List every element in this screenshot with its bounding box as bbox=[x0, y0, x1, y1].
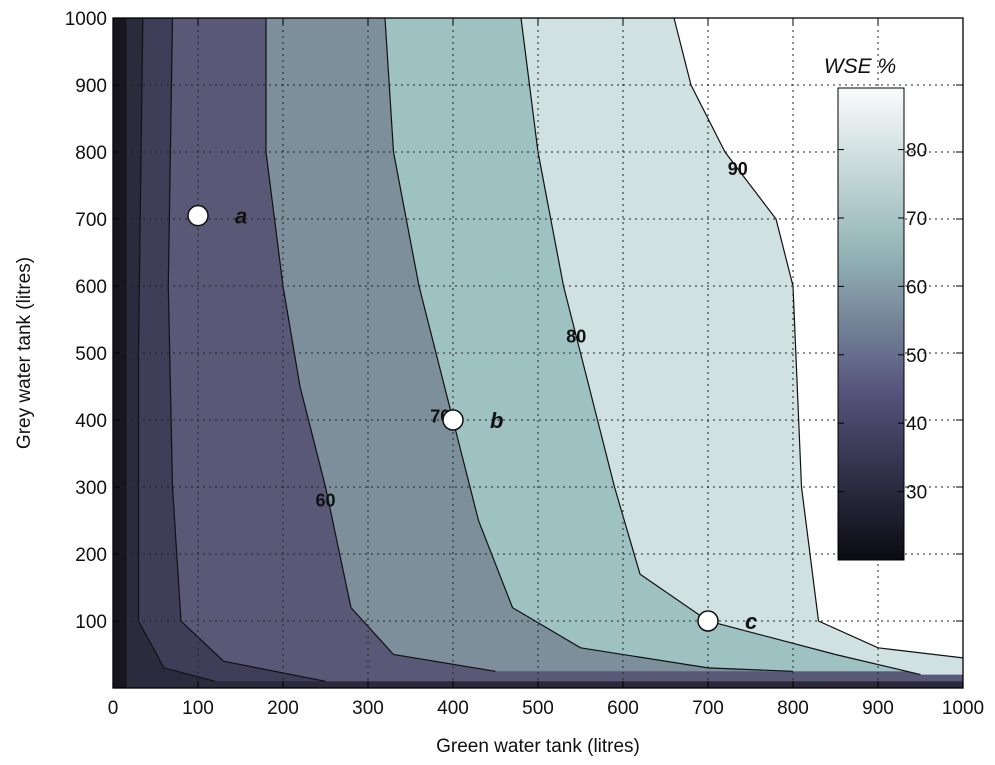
contour-label: 90 bbox=[728, 159, 748, 179]
x-tick-label: 700 bbox=[692, 698, 724, 719]
y-tick-label: 500 bbox=[75, 344, 107, 365]
grid bbox=[113, 18, 963, 688]
y-axis-ticks: 100 200 300 400 500 600 700 800 900 1000 bbox=[65, 9, 963, 633]
y-tick-label: 900 bbox=[75, 76, 107, 97]
contour-line bbox=[167, 18, 326, 682]
colorbar-ticks: 30 40 50 60 70 80 bbox=[838, 141, 927, 504]
x-axis-label: Green water tank (litres) bbox=[436, 736, 640, 757]
x-tick-label: 900 bbox=[862, 698, 894, 719]
contour-line bbox=[384, 18, 794, 672]
scenario-point-label: c bbox=[745, 609, 757, 634]
colorbar-tick-label: 40 bbox=[906, 414, 927, 435]
colorbar-title: WSE % bbox=[824, 55, 896, 78]
colorbar: WSE % 30 40 50 60 70 80 bbox=[824, 55, 927, 561]
colorbar-tick-label: 50 bbox=[906, 346, 927, 367]
x-tick-label: 100 bbox=[182, 698, 214, 719]
colorbar-tick-label: 60 bbox=[906, 277, 927, 298]
y-tick-label: 100 bbox=[75, 612, 107, 633]
y-tick-label: 200 bbox=[75, 545, 107, 566]
y-tick-label: 400 bbox=[75, 411, 107, 432]
x-tick-label: 600 bbox=[607, 698, 639, 719]
y-tick-label: 600 bbox=[75, 277, 107, 298]
colorbar-tick-label: 70 bbox=[906, 209, 927, 230]
x-tick-label: 800 bbox=[777, 698, 809, 719]
scenario-point bbox=[697, 610, 719, 632]
scenario-point bbox=[442, 409, 464, 431]
colorbar-tick-label: 30 bbox=[906, 483, 927, 504]
x-tick-label: 200 bbox=[267, 698, 299, 719]
y-tick-label: 1000 bbox=[65, 9, 107, 30]
x-tick-label: 400 bbox=[437, 698, 469, 719]
x-tick-label: 0 bbox=[108, 698, 119, 719]
x-axis-ticks: 0 100 200 300 400 500 600 700 800 900 1000 bbox=[108, 18, 984, 719]
scenario-points: a b c bbox=[187, 204, 757, 634]
contour-label: 60 bbox=[315, 490, 335, 510]
contour-label: 80 bbox=[566, 326, 586, 346]
contour-line bbox=[265, 18, 496, 672]
colorbar-tick-label: 80 bbox=[906, 141, 927, 162]
y-tick-label: 300 bbox=[75, 478, 107, 499]
colorbar-gradient bbox=[837, 87, 905, 561]
y-tick-label: 800 bbox=[75, 143, 107, 164]
scenario-point bbox=[187, 204, 209, 227]
x-tick-label: 1000 bbox=[942, 698, 984, 719]
x-tick-label: 500 bbox=[522, 698, 554, 719]
x-tick-label: 300 bbox=[352, 698, 384, 719]
scenario-point-label: b bbox=[490, 408, 503, 433]
scenario-point-label: a bbox=[235, 204, 247, 229]
contour-line bbox=[673, 18, 963, 659]
y-axis-label: Grey water tank (litres) bbox=[14, 257, 35, 449]
y-tick-label: 700 bbox=[75, 210, 107, 231]
